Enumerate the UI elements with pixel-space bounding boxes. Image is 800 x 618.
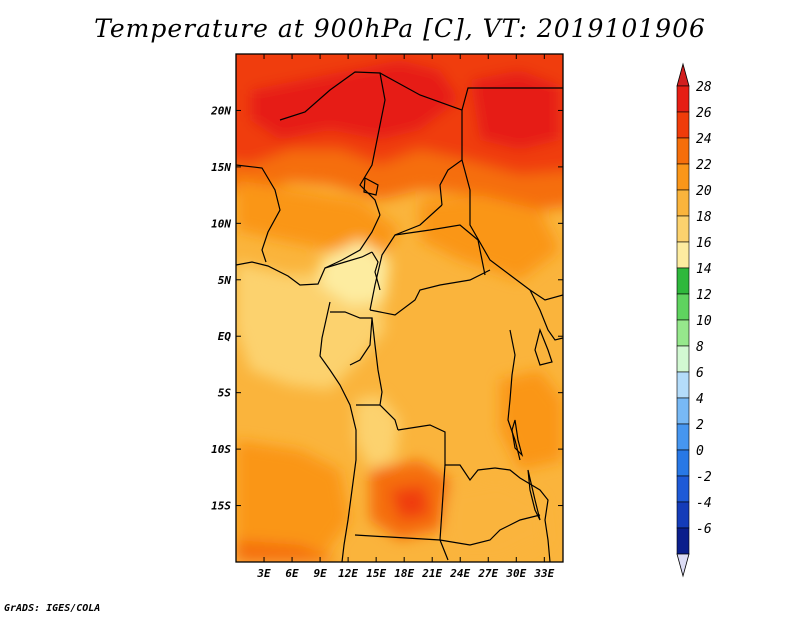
lat-tick-label: 15N	[211, 161, 231, 174]
colorbar-label: 26	[696, 106, 712, 121]
colorbar-segment	[676, 137, 690, 165]
colorbar-segment	[676, 241, 690, 269]
drc-angola-border	[397, 424, 496, 482]
colorbar-segment	[676, 293, 690, 321]
colorbar-label: 10	[696, 314, 712, 329]
lake-victoria-outline	[534, 328, 553, 366]
colorbar-label: -6	[696, 522, 712, 537]
colorbar-segment	[676, 371, 690, 399]
sudan-egypt-border	[461, 87, 563, 111]
lon-tick-label: 6E	[285, 567, 299, 580]
uganda-border	[529, 289, 563, 341]
lon-tick-label: 12E	[338, 567, 358, 580]
lake-chad-outline	[363, 177, 379, 196]
colorbar-segment	[676, 449, 690, 477]
plot-frame	[235, 53, 564, 563]
colorbar-under-triangle	[676, 553, 690, 578]
colorbar-segment	[676, 501, 690, 529]
car-south-border	[369, 269, 491, 316]
colorbar-segment	[676, 397, 690, 425]
lon-tick-label: 9E	[313, 567, 327, 580]
colorbar-segment	[676, 267, 690, 295]
latitude-axis: 20N 15N 10N 5N EQ 5S 10S 15S	[210, 104, 563, 513]
nigeria-border	[324, 214, 381, 269]
map-title: Temperature at 900hPa [C], VT: 201910190…	[94, 14, 706, 43]
colorbar-segment	[676, 423, 690, 451]
colorbar-label: 14	[696, 262, 712, 277]
colorbar-segment	[676, 215, 690, 243]
colorbar-label: 22	[696, 158, 712, 173]
lat-tick-label: 10S	[211, 443, 231, 456]
congo-border	[371, 317, 399, 431]
lat-tick-label: 5N	[218, 274, 232, 287]
lon-tick-label: 18E	[394, 567, 414, 580]
temperature-field	[236, 54, 563, 562]
zambia-south-border	[439, 514, 541, 546]
colorbar-segment	[676, 85, 690, 113]
lon-tick-label: 15E	[366, 567, 386, 580]
colorbar-label: 2	[696, 418, 704, 433]
colorbar-label: 28	[696, 80, 712, 95]
colorbar-over-triangle	[676, 62, 690, 87]
colorbar-segment	[676, 111, 690, 139]
lat-tick-label: EQ	[218, 330, 232, 343]
zambia-border	[494, 467, 551, 562]
lat-tick-label: 15S	[211, 500, 231, 513]
colorbar-label: -2	[696, 470, 712, 485]
colorbar-label: 6	[696, 366, 704, 381]
west-central-coastline	[319, 301, 357, 562]
lon-tick-label: 3E	[256, 567, 271, 580]
lat-tick-label: 20N	[210, 104, 231, 117]
colorbar-label: 16	[696, 236, 712, 251]
lon-tick-label: 24E	[449, 567, 470, 580]
lon-tick-label: 30E	[505, 567, 526, 580]
colorbar-label: 24	[696, 132, 712, 147]
colorbar-segment	[676, 475, 690, 503]
colorbar-label: 0	[696, 444, 704, 459]
colorbar-label: 20	[696, 184, 712, 199]
lon-tick-label: 33E	[533, 567, 554, 580]
colorbar-label: -4	[696, 496, 712, 511]
west-africa-coastline	[236, 251, 373, 286]
lake-malawi-outline	[527, 469, 541, 521]
chad-car-border	[369, 204, 443, 311]
lat-tick-label: 10N	[211, 217, 231, 230]
lake-tanganyika-outline	[511, 419, 524, 458]
sudan-border	[461, 159, 563, 301]
west-border	[236, 164, 281, 263]
colorbar-segment	[676, 345, 690, 373]
colorbar-segment	[676, 319, 690, 347]
car-north-border	[394, 224, 486, 276]
niger-border	[279, 71, 386, 216]
great-lakes-border	[507, 329, 521, 461]
colorbar-label: 8	[696, 340, 704, 355]
colorbar-segment	[676, 163, 690, 191]
lon-tick-label: 21E	[421, 567, 442, 580]
colorbar-segment	[676, 189, 690, 217]
colorbar-label: 18	[696, 210, 712, 225]
colorbar-segment	[676, 527, 690, 555]
lat-tick-label: 5S	[218, 387, 232, 400]
longitude-axis: 3E 6E 9E 12E 15E 18E 21E 24E 27E 30E 33E	[256, 54, 555, 580]
angola-zambia-border	[439, 464, 446, 541]
country-borders	[236, 71, 563, 562]
colorbar-label: 4	[696, 392, 704, 407]
lon-tick-label: 27E	[477, 567, 498, 580]
grads-credit: GrADS: IGES/COLA	[4, 603, 101, 614]
cameroon-coast	[371, 251, 381, 291]
colorbar-label: 12	[696, 288, 712, 303]
